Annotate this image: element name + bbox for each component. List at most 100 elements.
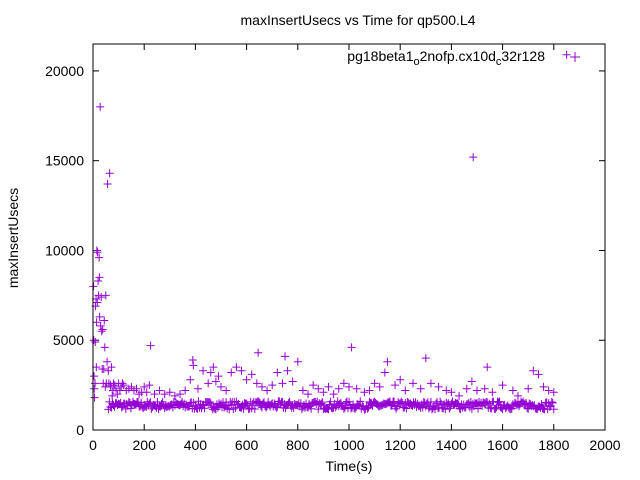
data-point: [283, 366, 292, 375]
data-point: [214, 372, 223, 381]
legend-label-part: pg18beta1: [347, 48, 413, 64]
data-point: [339, 379, 348, 388]
data-point: [99, 364, 108, 373]
data-point: [90, 393, 99, 402]
data-point: [209, 363, 218, 372]
data-point: [242, 375, 251, 384]
axis-ticks: 0 200 400 600 800 1000 1200 1400 1600 1800 2000050…: [45, 44, 621, 453]
data-point: [110, 381, 119, 390]
legend-label-part: 2nofp.cx10d: [420, 48, 496, 64]
data-point: [103, 357, 112, 366]
data-point: [90, 372, 99, 381]
data-point: [498, 381, 507, 390]
data-point: [137, 398, 146, 407]
data-point: [89, 282, 98, 291]
data-point: [263, 386, 272, 395]
legend-label-subscript: c: [496, 56, 502, 68]
data-point: [421, 354, 430, 363]
data-point: [317, 399, 326, 408]
x-tick-label: 200: [133, 437, 157, 453]
data-point: [375, 382, 384, 391]
data-point: [494, 398, 503, 407]
data-point: [549, 405, 558, 414]
data-point: [319, 388, 328, 397]
data-point: [95, 312, 104, 321]
data-point: [495, 397, 504, 406]
data-point: [401, 386, 410, 395]
x-tick-label: 1400: [436, 437, 467, 453]
y-axis-label: maxInsertUsecs: [5, 188, 21, 288]
data-point: [98, 325, 107, 334]
data-point: [360, 388, 369, 397]
data-point: [400, 403, 409, 412]
y-tick-label: 5000: [53, 332, 84, 348]
x-tick-label: 0: [89, 437, 97, 453]
data-point: [92, 318, 101, 327]
data-point: [193, 384, 202, 393]
data-point: [539, 382, 548, 391]
data-point: [96, 102, 105, 111]
data-point: [100, 316, 109, 325]
data-point: [155, 386, 164, 395]
data-point: [121, 404, 130, 413]
data-point: [193, 404, 202, 413]
data-point: [92, 246, 101, 255]
data-point: [513, 391, 522, 400]
data-point: [186, 375, 195, 384]
data-point: [298, 386, 307, 395]
data-point: [370, 379, 379, 388]
data-point: [390, 397, 399, 406]
data-point: [309, 381, 318, 390]
x-tick-label: 800: [286, 437, 310, 453]
data-point: [100, 343, 109, 352]
data-point: [89, 336, 98, 345]
y-tick-label: 0: [76, 422, 84, 438]
data-point: [272, 403, 281, 412]
data-point: [363, 404, 372, 413]
data-point: [229, 405, 238, 414]
data-point: [165, 388, 174, 397]
data-point: [188, 355, 197, 364]
plot-frame: [92, 43, 606, 431]
data-point: [206, 399, 215, 408]
legend: pg18beta1o2nofp.cx10dc32r128: [347, 48, 580, 68]
data-point: [467, 377, 476, 386]
data-point: [211, 377, 220, 386]
data-point: [92, 363, 101, 372]
x-tick-label: 2000: [589, 437, 620, 453]
data-point: [466, 398, 475, 407]
data-point: [189, 398, 198, 407]
data-point: [271, 401, 280, 410]
data-point: [547, 398, 556, 407]
data-point: [483, 363, 492, 372]
data-point: [434, 382, 443, 391]
legend-label-part: 32r128: [501, 48, 545, 64]
data-point: [132, 384, 141, 393]
data-point: [176, 390, 185, 399]
data-point: [227, 368, 236, 377]
data-point: [334, 384, 343, 393]
data-point: [538, 404, 547, 413]
data-point: [91, 379, 100, 388]
data-point: [392, 404, 401, 413]
data-point: [453, 399, 462, 408]
data-point: [473, 386, 481, 395]
legend-marker: [570, 52, 580, 62]
data-point: [307, 404, 316, 413]
x-tick-label: 400: [184, 437, 208, 453]
data-point: [90, 384, 99, 393]
data-point: [205, 398, 214, 407]
data-point: [537, 400, 546, 409]
data-point: [324, 382, 333, 391]
data-point: [474, 404, 483, 413]
chart-title: maxInsertUsecs vs Time for qp500.L4: [241, 12, 476, 28]
data-point: [339, 404, 348, 413]
data-point: [445, 404, 454, 413]
data-point: [391, 381, 400, 390]
data-point: [94, 276, 103, 285]
data-point: [200, 404, 209, 413]
data-point: [170, 391, 179, 400]
data-point: [436, 397, 445, 406]
data-point: [480, 384, 489, 393]
data-point: [96, 321, 105, 330]
